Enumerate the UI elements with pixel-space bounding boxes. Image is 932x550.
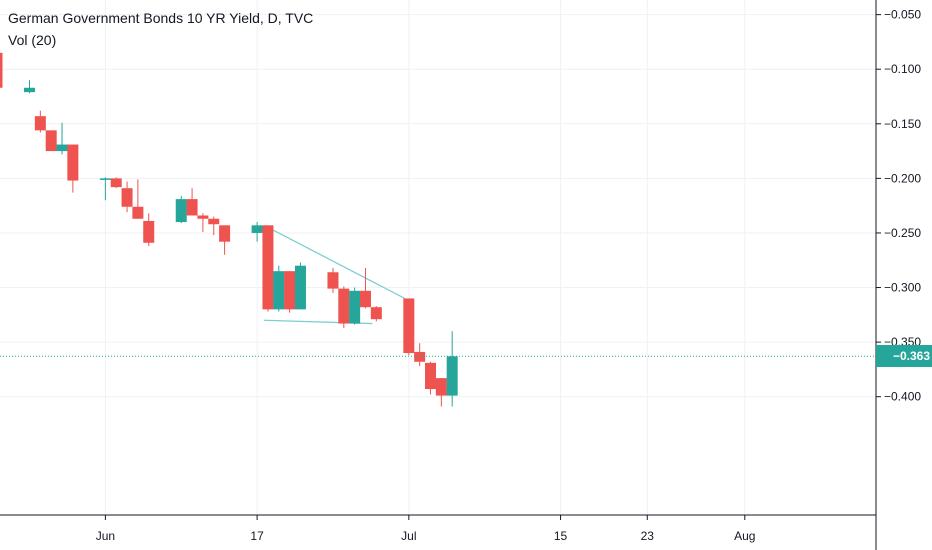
price-tick-label: −0.100 <box>884 62 921 76</box>
time-tick-label: 17 <box>250 529 264 543</box>
candle-body <box>0 52 3 88</box>
time-axis-ticks[interactable]: Jun 17 Jul 15 23 Aug <box>96 515 756 543</box>
candle-body <box>45 130 57 152</box>
candle <box>359 267 371 309</box>
candle <box>435 378 447 407</box>
time-tick-label: Aug <box>734 529 755 543</box>
candle-body <box>67 144 79 181</box>
candle <box>45 130 57 152</box>
time-tick-label: 15 <box>554 529 568 543</box>
candle-body <box>197 215 209 219</box>
candle-body <box>24 87 36 93</box>
candle <box>294 262 306 310</box>
price-tick-label: −0.300 <box>884 281 921 295</box>
candle <box>327 267 339 293</box>
candle-body <box>435 378 447 396</box>
candle-body <box>208 218 220 225</box>
candle-body <box>132 206 144 219</box>
candlesticks <box>0 52 458 407</box>
candle <box>143 213 155 247</box>
candle-body <box>99 178 111 180</box>
candle <box>425 361 437 395</box>
candle <box>262 225 274 312</box>
candle <box>338 286 350 328</box>
candle-body <box>186 199 198 216</box>
candle-body <box>262 225 274 310</box>
candle-body <box>284 271 296 310</box>
candle-body <box>338 288 350 324</box>
candle-body <box>294 265 306 310</box>
candle-body <box>175 199 187 223</box>
candle <box>110 177 122 189</box>
candle <box>186 188 198 216</box>
candle <box>370 306 382 322</box>
candle-body <box>34 116 46 131</box>
last-price-label: −0.363 <box>876 345 932 368</box>
volume-indicator-label[interactable]: Vol (20) <box>8 32 57 48</box>
candle <box>219 225 231 255</box>
candle-body <box>121 188 133 207</box>
candle <box>0 52 3 88</box>
candle <box>197 213 209 232</box>
candle <box>34 110 46 133</box>
time-tick-label: 23 <box>641 529 655 543</box>
candle <box>446 331 458 407</box>
candle <box>349 287 361 325</box>
candle-body <box>425 362 437 390</box>
candle-body <box>403 298 415 354</box>
candle-body <box>446 356 458 396</box>
price-tick-label: −0.400 <box>884 390 921 404</box>
candle-body <box>56 144 68 152</box>
candle <box>24 80 36 94</box>
candle-body <box>219 225 231 242</box>
candle <box>121 181 133 213</box>
grid-lines <box>0 0 876 515</box>
candle <box>208 216 220 236</box>
candle-body <box>327 272 339 289</box>
candle-body <box>251 225 263 233</box>
candle <box>284 271 296 313</box>
price-tick-label: −0.200 <box>884 171 921 185</box>
time-tick-label: Jun <box>96 529 115 543</box>
candle <box>67 144 79 193</box>
price-tick-label: −0.250 <box>884 226 921 240</box>
candle <box>132 179 144 219</box>
candle <box>99 177 111 201</box>
trendline <box>263 224 406 300</box>
candle-body <box>414 351 426 362</box>
candle-body <box>349 290 361 324</box>
candle <box>56 122 68 155</box>
time-tick-label: Jul <box>401 529 416 543</box>
candle-body <box>273 271 285 310</box>
candle <box>414 343 426 367</box>
candle-body <box>143 220 155 243</box>
candle-body <box>110 178 122 188</box>
candle <box>273 265 285 312</box>
chart-legend: German Government Bonds 10 YR Yield, D, … <box>8 8 313 50</box>
chart-title[interactable]: German Government Bonds 10 YR Yield, D, … <box>8 10 314 26</box>
candle-body <box>359 290 371 308</box>
candle-body <box>370 307 382 320</box>
candle <box>251 222 263 242</box>
price-tick-label: −0.150 <box>884 117 921 131</box>
axes <box>0 0 877 550</box>
candle <box>403 298 415 356</box>
price-tick-label: −0.050 <box>884 8 921 22</box>
price-axis-ticks[interactable]: −0.050−0.100−0.150−0.200−0.250−0.300−0.3… <box>876 8 921 404</box>
candle <box>175 195 187 224</box>
